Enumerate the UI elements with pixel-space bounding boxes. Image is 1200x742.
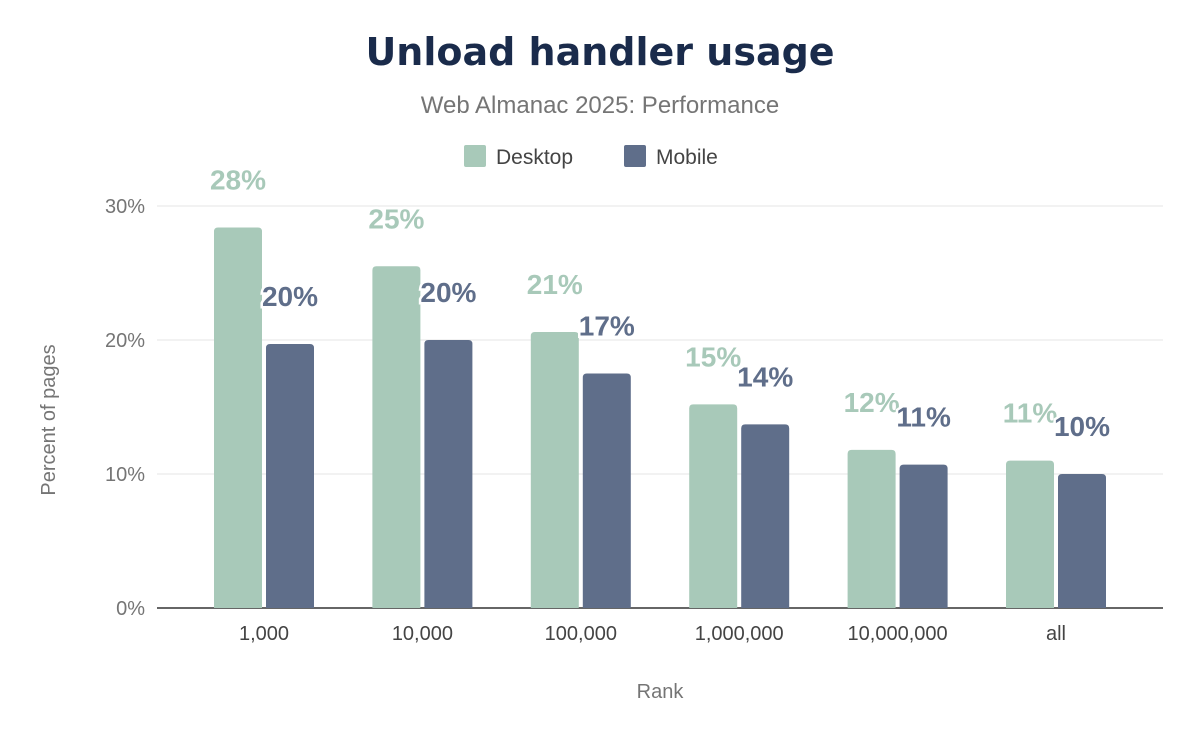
bar-desktop <box>214 227 262 608</box>
data-label-desktop: 25% <box>368 203 424 234</box>
x-axis-label: Rank <box>637 681 685 703</box>
x-tick-label: 10,000 <box>392 623 453 645</box>
data-label-mobile: 17% <box>579 311 635 342</box>
data-label-mobile: 11% <box>896 402 951 433</box>
data-label-desktop: 12% <box>844 387 900 418</box>
data-label-mobile: 20% <box>262 281 318 312</box>
x-tick-label: 100,000 <box>545 623 617 645</box>
bar-desktop <box>1006 460 1054 608</box>
bar-desktop <box>372 266 421 608</box>
x-tick-label: 1,000,000 <box>695 623 784 645</box>
bar-mobile <box>741 424 790 608</box>
x-tick-label: 10,000,000 <box>848 623 948 645</box>
chart-title: Unload handler usage <box>365 30 835 74</box>
data-label-desktop: 11% <box>1003 398 1058 429</box>
data-label-desktop: 28% <box>210 164 266 195</box>
data-label-mobile: 14% <box>737 361 793 392</box>
y-axis-label: Percent of pages <box>38 344 60 495</box>
y-tick-label: 20% <box>105 330 145 352</box>
data-label-desktop: 21% <box>527 269 583 300</box>
y-tick-label: 30% <box>105 196 145 218</box>
bar-mobile <box>582 373 631 608</box>
bar-mobile <box>424 340 473 608</box>
legend-swatch-desktop <box>464 145 486 167</box>
y-tick-label: 10% <box>105 464 145 486</box>
bar-mobile <box>899 464 948 608</box>
data-label-mobile: 20% <box>420 277 476 308</box>
bar-desktop <box>689 404 738 608</box>
legend-label-desktop: Desktop <box>496 146 573 169</box>
bar-mobile <box>1058 474 1106 608</box>
data-label-mobile: 10% <box>1054 411 1110 442</box>
legend-swatch-mobile <box>624 145 646 167</box>
y-tick-label: 0% <box>116 598 145 620</box>
x-tick-label: all <box>1046 623 1066 645</box>
bar-desktop <box>530 331 579 608</box>
chart-subtitle: Web Almanac 2025: Performance <box>420 92 780 119</box>
bar-mobile <box>266 344 314 608</box>
legend-label-mobile: Mobile <box>656 146 718 169</box>
x-tick-label: 1,000 <box>239 623 289 645</box>
bar-desktop <box>847 449 896 608</box>
data-label-desktop: 15% <box>685 341 741 372</box>
